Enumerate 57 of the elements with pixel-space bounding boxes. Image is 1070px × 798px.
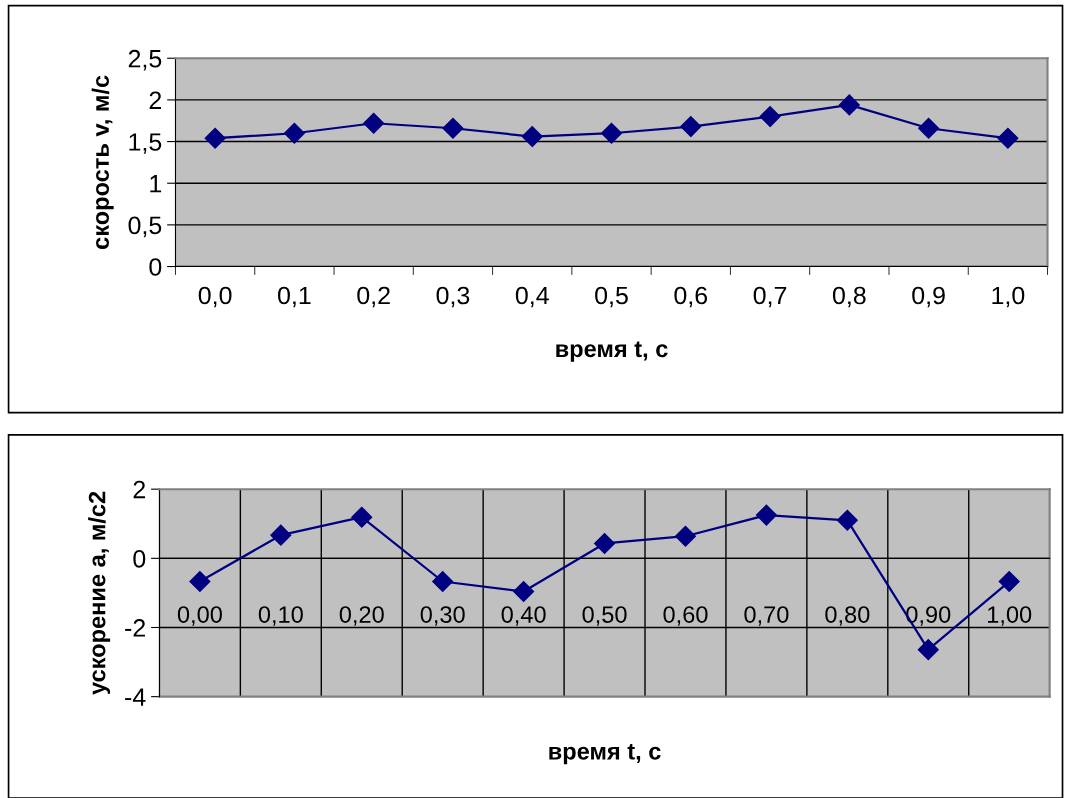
y-tick-label: 1,5 bbox=[129, 133, 162, 154]
point bbox=[755, 504, 777, 526]
point bbox=[918, 117, 940, 139]
y-tick-label: -2 bbox=[125, 619, 145, 637]
x-axis-title: время t, с bbox=[556, 341, 668, 362]
point bbox=[442, 117, 464, 139]
point bbox=[351, 506, 373, 528]
point bbox=[270, 524, 292, 546]
point bbox=[521, 126, 543, 148]
y-axis-title: ускорение a, м/с2 bbox=[88, 491, 111, 695]
x-tick-label: 0,20 bbox=[339, 606, 384, 626]
y-axis-title: скорость v, м/с bbox=[91, 75, 114, 249]
point bbox=[998, 570, 1020, 593]
point bbox=[189, 570, 211, 593]
point bbox=[917, 639, 939, 661]
y-tick-label: 0 bbox=[149, 258, 162, 276]
point bbox=[759, 106, 781, 128]
x-tick-label: 0,80 bbox=[825, 606, 870, 626]
point bbox=[513, 581, 535, 603]
x-tick-label: 0,40 bbox=[501, 606, 546, 626]
y-tick-label: 0,5 bbox=[128, 216, 162, 238]
x-tick-label: 0,30 bbox=[420, 606, 465, 626]
x-tick-label: 0,7 bbox=[753, 286, 787, 308]
y-tick-label: -4 bbox=[125, 688, 146, 706]
point bbox=[836, 509, 858, 531]
point bbox=[838, 94, 860, 116]
x-tick-label: 0,6 bbox=[674, 286, 708, 308]
x-tick-label: 1,0 bbox=[992, 286, 1025, 308]
x-tick-label: 0,60 bbox=[663, 606, 708, 626]
x-tick-label: 0,1 bbox=[278, 286, 311, 308]
x-tick-label: 0,4 bbox=[515, 286, 549, 308]
x-axis-title: время t, с bbox=[549, 744, 661, 765]
point bbox=[600, 122, 623, 144]
point bbox=[204, 127, 226, 149]
point bbox=[997, 127, 1019, 149]
x-tick-label: 0,3 bbox=[436, 286, 470, 308]
x-tick-label: 1,00 bbox=[988, 606, 1032, 626]
x-tick-label: 0,5 bbox=[595, 286, 628, 308]
x-tick-label: 0,8 bbox=[832, 286, 866, 308]
point bbox=[594, 532, 616, 554]
x-tick-label: 0,0 bbox=[198, 286, 232, 308]
x-tick-label: 0,10 bbox=[258, 606, 303, 626]
point bbox=[432, 570, 454, 593]
point bbox=[674, 525, 696, 547]
x-tick-label: 0,00 bbox=[177, 606, 222, 626]
y-tick-label: 2,5 bbox=[128, 49, 162, 71]
point bbox=[283, 122, 305, 144]
y-tick-label: 0 bbox=[133, 549, 146, 568]
y-tick-label: 2 bbox=[149, 91, 162, 109]
x-tick-label: 0,50 bbox=[582, 606, 627, 626]
x-tick-label: 0,2 bbox=[357, 286, 390, 308]
x-tick-label: 0,70 bbox=[744, 606, 789, 626]
x-tick-label: 0,9 bbox=[912, 286, 945, 308]
point bbox=[363, 112, 385, 134]
y-tick-label: 2 bbox=[133, 480, 145, 499]
y-tick-label: 1 bbox=[150, 175, 162, 193]
point bbox=[680, 116, 702, 138]
